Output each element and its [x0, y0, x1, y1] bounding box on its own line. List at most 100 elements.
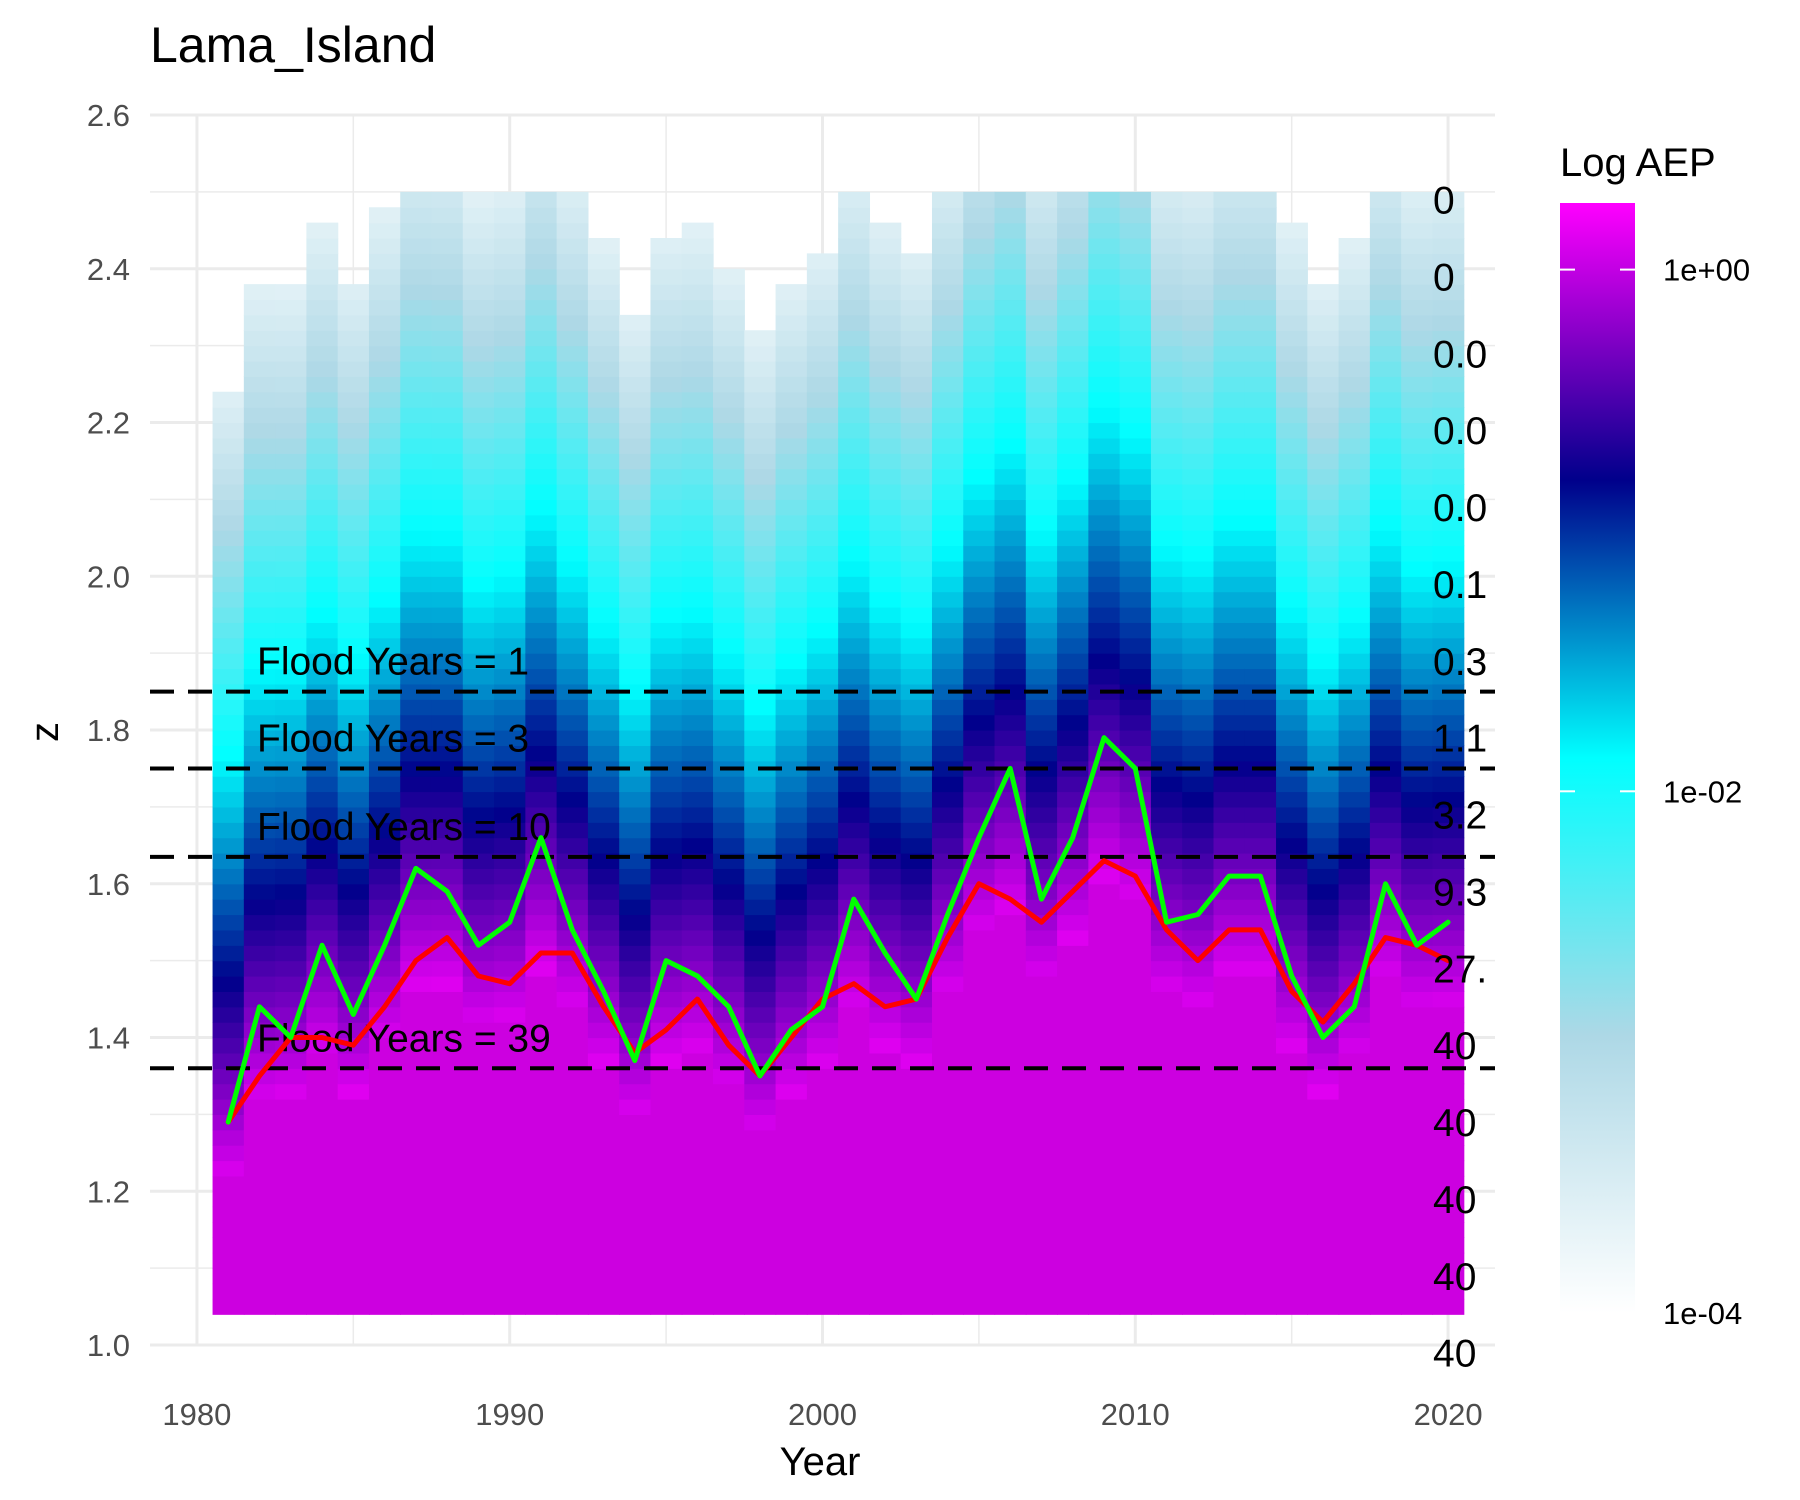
heat-cell: [806, 745, 839, 762]
heat-cell: [1401, 468, 1434, 485]
heat-cell: [1432, 929, 1465, 946]
heat-cell: [337, 929, 370, 946]
heat-cell: [1276, 407, 1308, 424]
heat-cell: [1057, 730, 1089, 746]
heat-cell: [525, 914, 558, 931]
heat-cell: [619, 760, 652, 777]
heat-cell: [400, 929, 433, 946]
heat-cell: [744, 1252, 777, 1269]
heat-cell: [1213, 422, 1246, 439]
heat-cell: [306, 1145, 339, 1162]
heat-cell: [587, 468, 620, 485]
heat-cell: [681, 745, 714, 762]
heat-cell: [838, 560, 871, 577]
heat-cell: [212, 1129, 245, 1146]
heat-cell: [963, 622, 996, 639]
heat-cell: [1338, 345, 1371, 362]
heat-cell: [1088, 776, 1121, 793]
heat-cell: [462, 653, 495, 670]
heat-cell: [1182, 976, 1215, 992]
heat-cell: [1213, 361, 1246, 377]
heat-cell: [1088, 899, 1121, 916]
heat-cell: [1276, 484, 1308, 500]
heat-cell: [619, 437, 652, 454]
heat-cell: [994, 1022, 1027, 1039]
heat-cell: [1088, 514, 1121, 531]
heat-cell: [368, 253, 401, 270]
heat-cell: [1432, 299, 1465, 316]
heat-cell: [1276, 499, 1308, 516]
heat-cell: [525, 361, 558, 377]
heat-cell: [212, 576, 245, 593]
heat-cell: [1088, 1068, 1121, 1085]
heat-cell: [462, 945, 495, 962]
heat-cell: [806, 499, 839, 516]
heat-cell: [838, 253, 871, 270]
heat-cell: [1307, 345, 1340, 362]
heat-cell: [838, 883, 871, 900]
heat-cell: [1276, 791, 1308, 808]
heat-cell: [431, 407, 464, 424]
heat-cell: [1401, 745, 1434, 762]
heat-cell: [1025, 791, 1058, 808]
heat-cell: [994, 345, 1027, 362]
heat-cell: [306, 1068, 339, 1085]
heat-cell: [1244, 791, 1277, 808]
heat-cell: [306, 484, 339, 500]
heat-cell: [1276, 422, 1308, 439]
heat-cell: [1244, 560, 1277, 577]
heat-cell: [1119, 222, 1152, 239]
heat-cell: [838, 653, 871, 670]
heat-cell: [556, 253, 589, 270]
heat-cell: [1057, 484, 1089, 500]
heat-cell: [681, 653, 714, 670]
heat-cell: [243, 576, 276, 593]
heat-cell: [1338, 1052, 1371, 1069]
heat-cell: [1182, 299, 1215, 316]
heat-cell: [806, 637, 839, 654]
heat-cell: [963, 407, 996, 424]
heat-cell: [713, 591, 745, 608]
heat-cell: [337, 376, 370, 393]
heat-cell: [587, 484, 620, 500]
heat-cell: [744, 1298, 777, 1315]
heat-cell: [1401, 238, 1434, 254]
heat-cell: [1088, 668, 1121, 685]
heat-cell: [337, 345, 370, 362]
heat-cell: [994, 530, 1027, 547]
heat-cell: [243, 484, 276, 500]
heat-cell: [368, 1114, 401, 1131]
heat-cell: [775, 622, 808, 639]
heat-cell: [1401, 1160, 1434, 1177]
heat-cell: [869, 391, 902, 408]
heat-cell: [368, 238, 401, 254]
heat-cell: [1057, 1283, 1089, 1300]
heat-cell: [1432, 714, 1465, 731]
heat-cell: [525, 314, 558, 331]
heat-cell: [1369, 637, 1402, 654]
heat-cell: [368, 1206, 401, 1223]
heat-cell: [368, 437, 401, 454]
heat-cell: [1088, 806, 1121, 823]
heat-cell: [1307, 1114, 1340, 1131]
heat-cell: [494, 361, 526, 377]
heat-cell: [1088, 653, 1121, 670]
heat-cell: [494, 468, 526, 485]
heat-cell: [587, 1099, 620, 1115]
heat-cell: [525, 899, 558, 916]
heat-cell: [838, 422, 871, 439]
heat-cell: [556, 1099, 589, 1115]
heat-cell: [306, 1006, 339, 1023]
heat-cell: [431, 299, 464, 316]
heat-cell: [1088, 484, 1121, 500]
heat-cell: [337, 1298, 370, 1315]
heat-cell: [1276, 1175, 1308, 1192]
heat-cell: [243, 591, 276, 608]
heat-cell: [462, 776, 495, 793]
heat-cell: [650, 1237, 683, 1254]
heat-cell: [556, 806, 589, 823]
heat-cell: [400, 1114, 433, 1131]
heat-cell: [744, 1083, 777, 1100]
heat-cell: [212, 591, 245, 608]
heat-cell: [1057, 1052, 1089, 1069]
